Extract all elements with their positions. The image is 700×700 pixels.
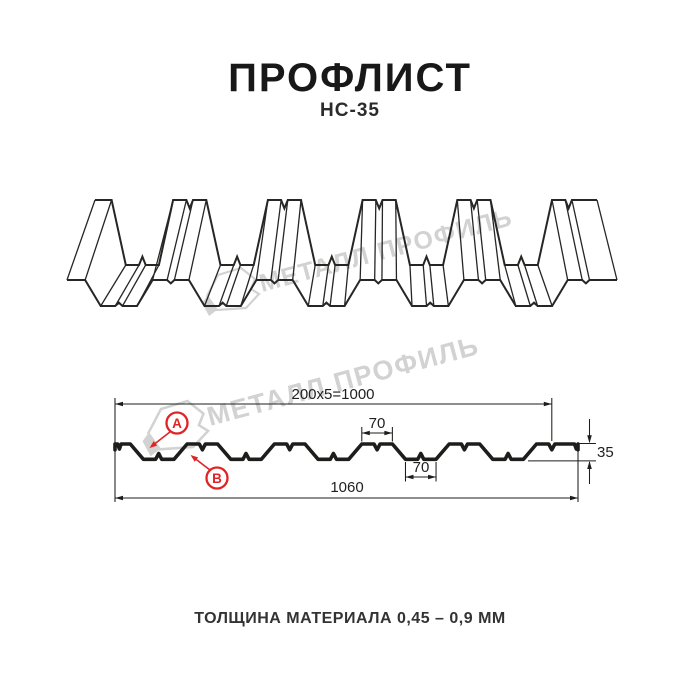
profile-cross-section [113,442,580,462]
profile-code: НС-35 [320,100,380,121]
dimension-lines [114,398,596,502]
sheet-outline [66,199,618,307]
cross-section-view: МЕТАЛЛ ПРОФИЛЬ 200x5=1000 70 70 1060 35 … [113,330,614,502]
marker-a-label: A [172,416,182,431]
profile-3d-view: МЕТАЛЛ ПРОФИЛЬ [66,199,618,316]
dim-label-total-width: 1060 [330,479,363,496]
marker-b-circle [205,466,229,490]
watermark-text-lower: МЕТАЛЛ ПРОФИЛЬ [204,330,483,432]
dim-label-valley-width: 70 [413,459,430,476]
page-title: ПРОФЛИСТ [228,56,472,100]
side-markers: A B [165,411,229,490]
thickness-note: ТОЛЩИНА МАТЕРИАЛА 0,45 – 0,9 ММ [194,610,506,627]
dim-label-height: 35 [597,444,614,461]
dim-label-crest-width: 70 [369,415,386,432]
marker-b-label: B [212,471,222,486]
marker-a-circle [165,411,189,435]
dim-label-pitch: 200x5=1000 [292,386,375,403]
metall-profil-logo-icon [142,399,211,457]
